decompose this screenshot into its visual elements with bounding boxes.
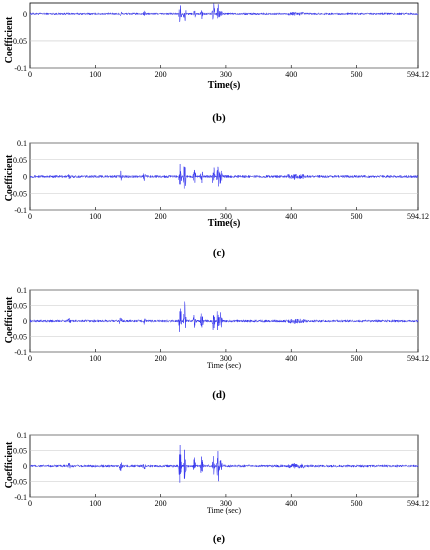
panel-c: 0.10.050-0.05-0.10 100 200 300 400 500 594.12 … [4, 286, 429, 401]
y-tick-label: -0.05 [10, 333, 27, 342]
x-tick-label: 300 [220, 354, 232, 363]
y-tick-label: 0.1 [17, 286, 27, 295]
signal-line [29, 3, 419, 23]
caption-b: (b) [212, 112, 226, 124]
y-tick-label: 0 [23, 462, 27, 471]
xlabel-c: Time (sec) [207, 361, 241, 370]
ylabel-c: Coefficient [4, 296, 15, 343]
caption-e: (e) [213, 533, 226, 545]
panel-a: 0-0.05-0.10 100 200 300 400 500 594.12 Coeffic… [4, 2, 429, 124]
y-tick-label: -0.05 [10, 37, 27, 46]
plot-area-c: 0.10.050-0.05-0.10 100 200 300 400 500 594.12 [10, 286, 429, 363]
x-tick-label: 200 [155, 499, 167, 508]
x-tick-label: 100 [89, 212, 101, 221]
x-tick-label: 594.12 [407, 70, 429, 79]
signal-line [29, 164, 419, 189]
y-tick-label: -0.05 [10, 478, 27, 487]
x-tick-label: 0 [28, 354, 32, 363]
xlabel-a: Time(s) [208, 80, 241, 91]
y-tick-label: -0.1 [14, 348, 27, 357]
panel-d: 0.10.050-0.05-0.10 100 200 300 400 500 594.12 … [4, 431, 429, 545]
x-tick-label: 400 [285, 499, 297, 508]
x-tick-label: 400 [285, 70, 297, 79]
panel-b: 0.10.050-0.05-0.10 100 200 300 400 500 594.12 … [4, 139, 429, 259]
caption-d: (d) [212, 389, 226, 401]
x-tick-label: 300 [220, 499, 232, 508]
y-tick-label: -0.1 [14, 64, 27, 73]
x-tick-label: 500 [351, 354, 363, 363]
y-tick-label: -0.1 [14, 493, 27, 502]
x-tick-label: 594.12 [407, 499, 429, 508]
x-tick-label: 100 [89, 70, 101, 79]
xlabel-b: Time(s) [208, 218, 241, 229]
signal-line [29, 444, 419, 483]
x-tick-label: 400 [285, 212, 297, 221]
y-tick-label: 0 [23, 173, 27, 182]
y-tick-label: 0 [23, 10, 27, 19]
y-tick-label: -0.1 [14, 206, 27, 215]
x-tick-label: 594.12 [407, 354, 429, 363]
x-tick-label: 400 [285, 354, 297, 363]
plot-frame [29, 2, 419, 69]
y-tick-label: 0 [23, 317, 27, 326]
x-tick-label: 200 [155, 70, 167, 79]
x-tick-label: 200 [155, 354, 167, 363]
y-tick-label: 0.1 [17, 139, 27, 148]
x-tick-label: 594.12 [407, 212, 429, 221]
x-tick-label: 500 [351, 70, 363, 79]
x-tick-label: 0 [28, 70, 32, 79]
y-tick-label: -0.05 [10, 189, 27, 198]
x-tick-label: 500 [351, 499, 363, 508]
y-tick-label: 0.05 [13, 156, 27, 165]
ylabel-d: Coefficient [4, 441, 15, 488]
ylabel-a: Coefficient [4, 16, 15, 63]
x-tick-label: 100 [89, 499, 101, 508]
y-tick-label: 0.05 [13, 447, 27, 456]
xlabel-d: Time (sec) [207, 506, 241, 515]
x-tick-label: 500 [351, 212, 363, 221]
signal-line [29, 301, 419, 332]
x-tick-label: 200 [155, 212, 167, 221]
y-tick-label: 0.05 [13, 302, 27, 311]
x-tick-label: 300 [220, 70, 232, 79]
x-tick-label: 0 [28, 212, 32, 221]
ylabel-b: Coefficient [4, 154, 15, 201]
x-tick-label: 0 [28, 499, 32, 508]
plot-area-d: 0.10.050-0.05-0.10 100 200 300 400 500 594.12 [10, 431, 429, 508]
plot-area-b: 0.10.050-0.05-0.10 100 200 300 400 500 594.12 [10, 139, 429, 221]
x-tick-label: 300 [220, 212, 232, 221]
y-tick-label: 0.1 [17, 431, 27, 440]
x-tick-label: 100 [89, 354, 101, 363]
caption-c: (c) [213, 247, 226, 259]
plot-area-a: 0-0.05-0.10 100 200 300 400 500 594.12 [10, 2, 429, 79]
